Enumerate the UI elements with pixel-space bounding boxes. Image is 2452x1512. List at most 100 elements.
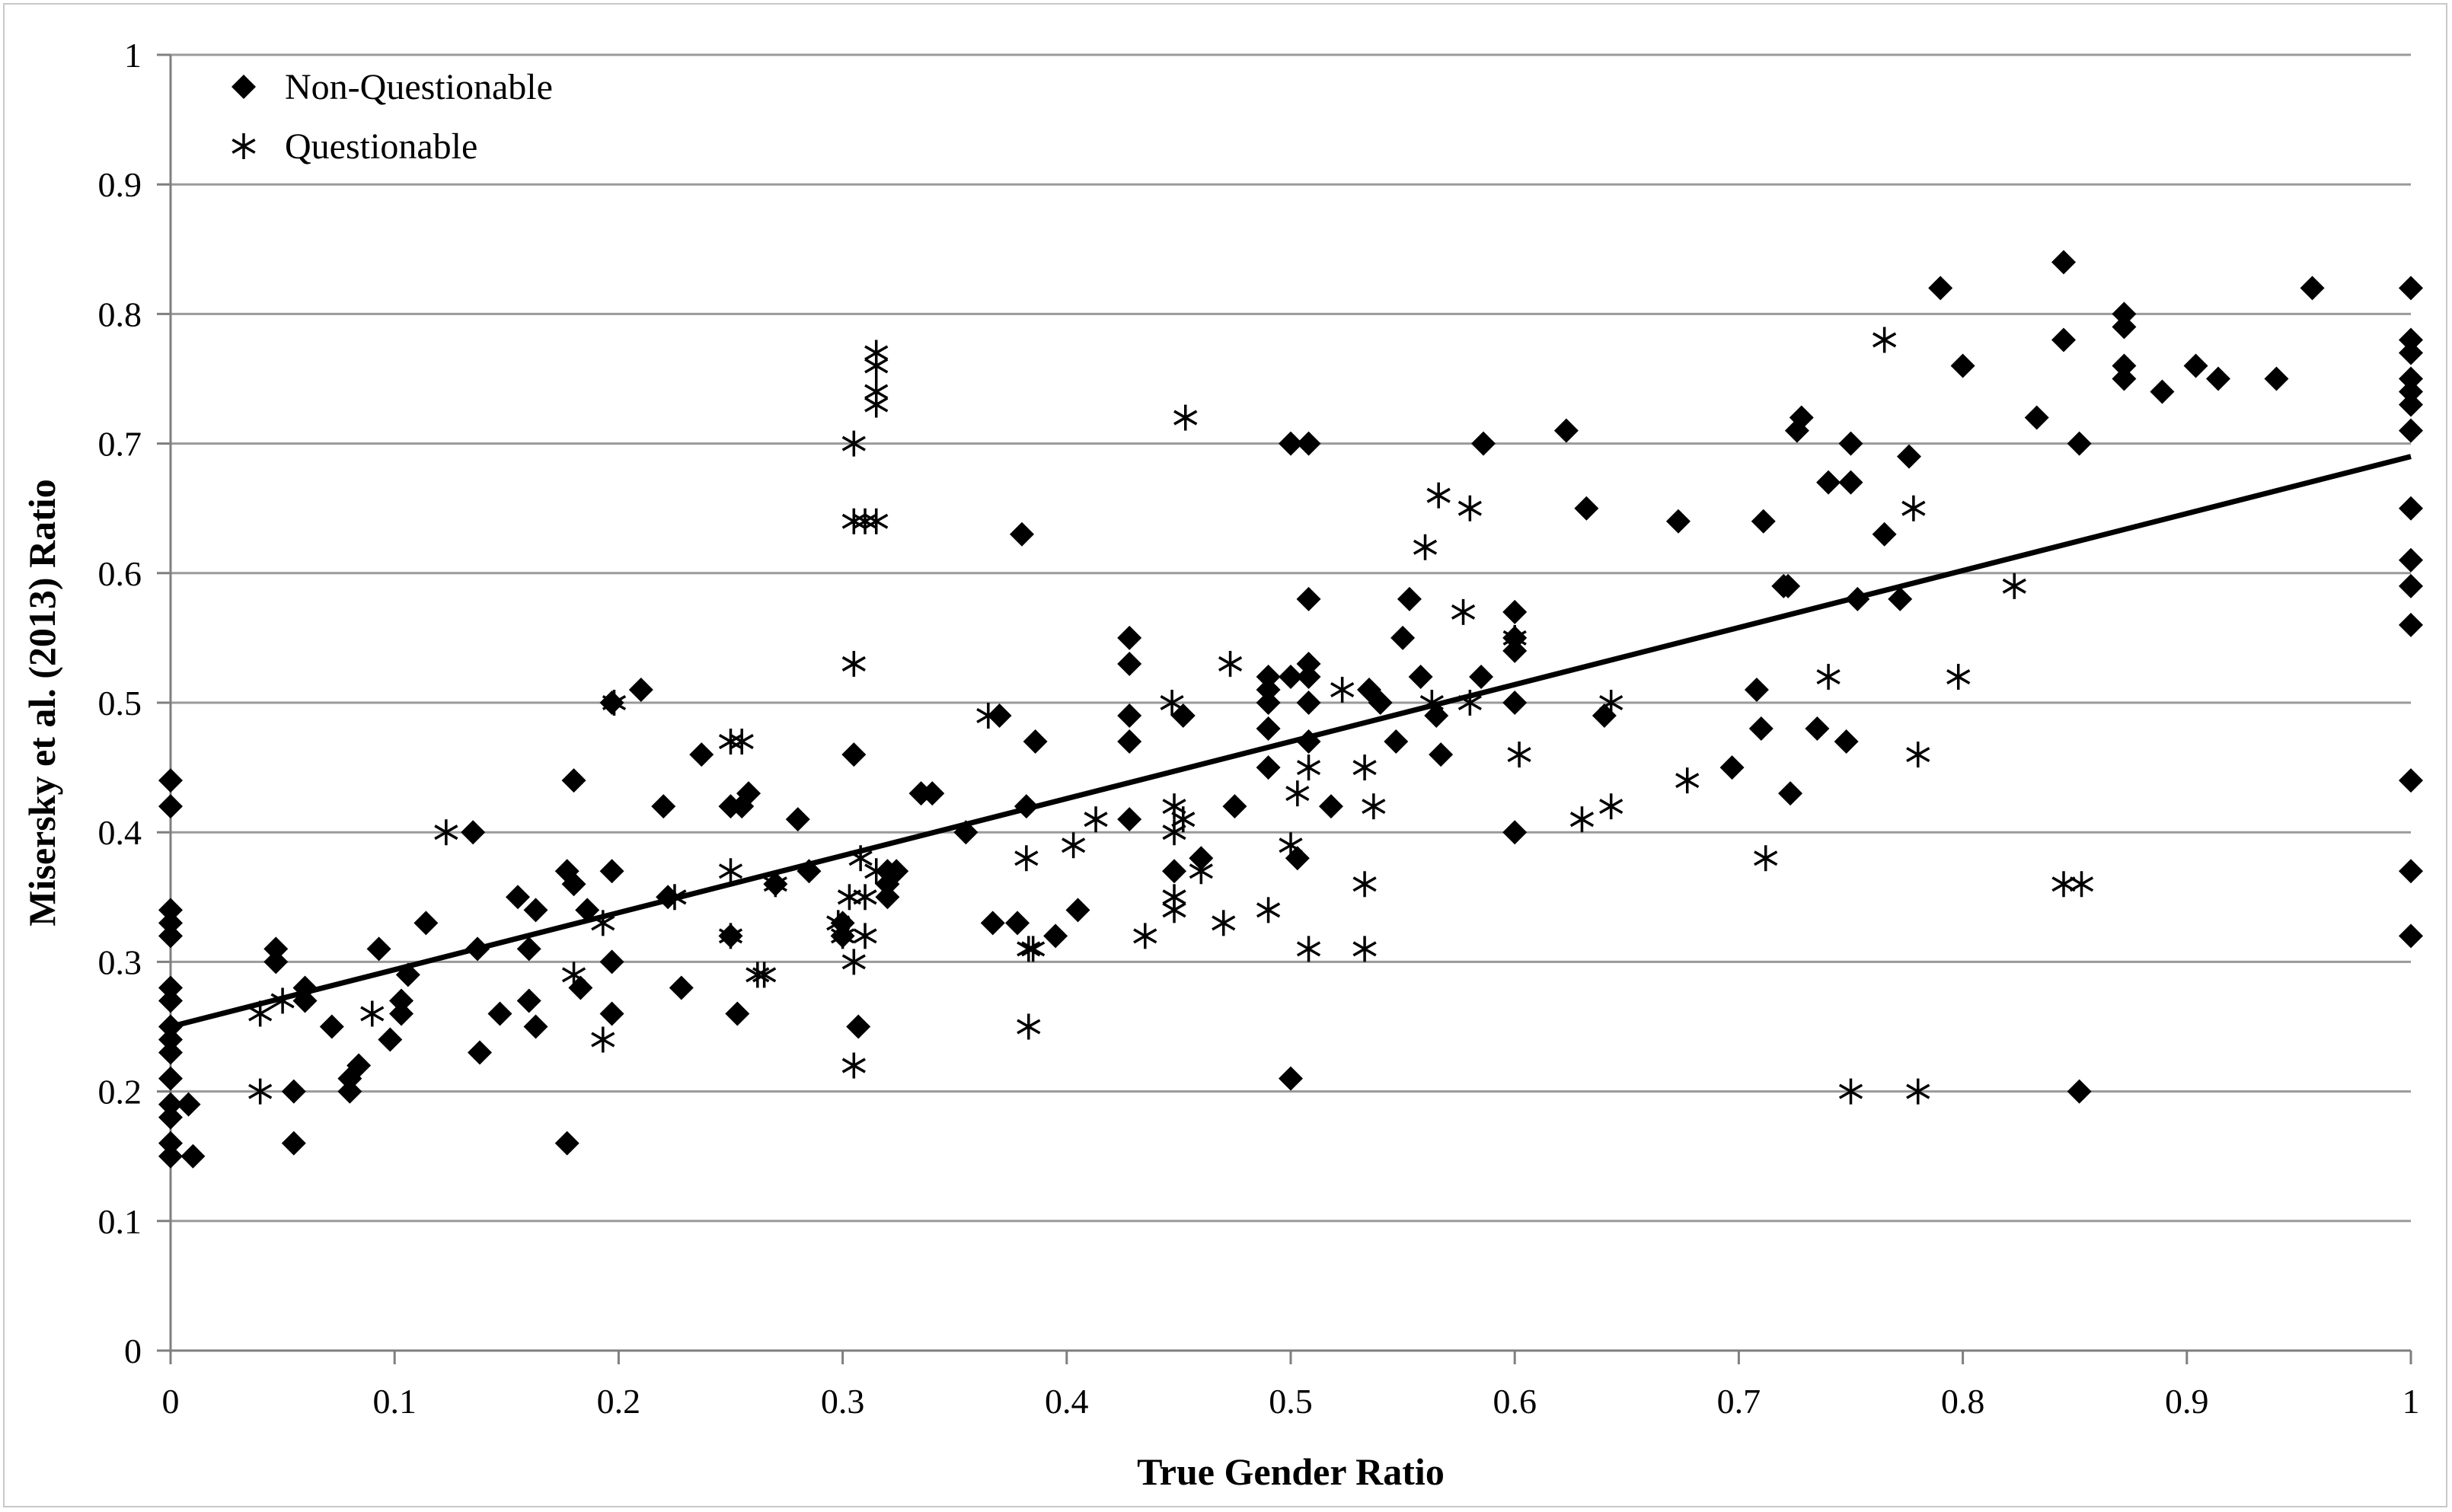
data-point-diamond [2264, 366, 2289, 391]
data-point-diamond [2112, 353, 2137, 378]
data-point-diamond [2399, 418, 2423, 443]
data-point-diamond [599, 859, 624, 884]
data-point-diamond [1896, 444, 1921, 469]
data-point-diamond [281, 1079, 306, 1104]
data-point-diamond [180, 1144, 206, 1169]
data-point-diamond [1748, 716, 1774, 742]
data-point-asterisk [1062, 832, 1086, 859]
asterisk-stroke [841, 513, 866, 529]
legend: Non-Questionable Questionable [231, 67, 553, 167]
data-point-diamond [2399, 547, 2423, 573]
data-point-diamond [2051, 250, 2076, 275]
data-point-asterisk [1413, 534, 1438, 560]
asterisk-stroke [853, 513, 877, 529]
data-point-asterisk [1754, 845, 1778, 872]
asterisk-stroke [864, 358, 889, 374]
data-point-diamond [1502, 638, 1528, 663]
data-point-diamond [2067, 1079, 2092, 1104]
data-point-diamond [1744, 677, 1769, 702]
data-point-diamond [1043, 923, 1068, 949]
data-point-diamond [875, 885, 900, 910]
data-point-diamond [1776, 573, 1801, 598]
data-point-diamond [1296, 431, 1321, 456]
data-point-diamond [1789, 405, 1814, 430]
diamond-marker-icon [231, 75, 256, 99]
chart-frame: 0 0.1 0.2 0.3 0.4 0.5 0.6 0.7 0.8 0.9 1 0 0.1 0.2 0.3… [3, 3, 2447, 1507]
asterisk-stroke [853, 928, 877, 944]
data-point-diamond [2150, 379, 2175, 404]
data-point-asterisk [864, 858, 889, 885]
data-point-asterisk [248, 1078, 273, 1105]
data-point-asterisk [730, 729, 754, 755]
data-point-asterisk [1451, 598, 1476, 625]
asterisk-stroke [591, 915, 615, 931]
asterisk-stroke [1838, 1083, 1863, 1099]
data-point-diamond [628, 677, 653, 702]
asterisk-stroke [1502, 630, 1527, 646]
data-point-diamond [599, 1001, 624, 1026]
data-point-diamond [263, 936, 289, 962]
y-tick-label: 0.1 [98, 1202, 142, 1241]
data-point-diamond [2399, 379, 2423, 404]
data-point-diamond [1117, 703, 1142, 729]
asterisk-stroke [1451, 604, 1476, 620]
asterisk-stroke [848, 850, 873, 866]
asterisk-stroke [1457, 500, 1482, 516]
asterisk-stroke [602, 694, 627, 711]
asterisk-stroke [1426, 487, 1451, 503]
data-point-asterisk [1189, 858, 1213, 885]
data-point-diamond [2112, 301, 2137, 327]
data-point-diamond [158, 988, 183, 1013]
data-point-diamond [1888, 586, 1913, 611]
asterisk-stroke [1675, 773, 1700, 789]
data-point-asterisk [434, 819, 458, 846]
y-axis-title: Misersky et al. (2013) Ratio [21, 479, 63, 926]
legend-label-non-questionable: Non-Questionable [285, 67, 553, 107]
data-point-asterisk [2051, 871, 2076, 898]
data-point-diamond [158, 1131, 183, 1156]
data-point-diamond [736, 781, 761, 806]
asterisk-stroke [752, 967, 777, 983]
data-point-diamond [561, 872, 586, 897]
x-tick-label: 0.5 [1269, 1382, 1313, 1421]
asterisk-stroke [1162, 889, 1186, 905]
trendline [170, 454, 2412, 1029]
data-point-diamond [1950, 353, 1975, 378]
data-point-diamond [1834, 729, 1859, 754]
data-point-asterisk [1133, 923, 1157, 949]
y-tick-label: 0.9 [98, 165, 142, 204]
asterisk-stroke [718, 863, 743, 879]
asterisk-stroke [2069, 876, 2094, 892]
asterisk-stroke [1816, 668, 1841, 684]
data-point-diamond [725, 1001, 750, 1026]
data-point-diamond [1279, 664, 1303, 689]
data-point-diamond [158, 911, 183, 936]
data-point-asterisk [1507, 742, 1531, 768]
data-point-diamond [1117, 651, 1142, 676]
data-point-diamond [1502, 820, 1528, 845]
data-point-diamond [158, 1027, 183, 1052]
asterisk-stroke [2002, 578, 2026, 594]
data-point-asterisk [752, 962, 777, 988]
data-point-diamond [176, 1092, 201, 1117]
data-point-diamond [651, 794, 676, 819]
asterisk-stroke [718, 928, 743, 944]
asterisk-stroke [763, 876, 787, 892]
data-point-diamond [516, 936, 541, 962]
data-point-diamond [1170, 703, 1196, 729]
asterisk-stroke [2051, 876, 2076, 892]
data-point-diamond [1805, 716, 1830, 742]
data-point-diamond [2399, 768, 2423, 793]
gridlines [171, 53, 2411, 1223]
data-point-diamond [158, 1066, 183, 1091]
data-point-diamond [1256, 755, 1281, 780]
y-tick-label: 0.4 [98, 813, 142, 852]
data-point-diamond [1574, 496, 1599, 521]
data-point-asterisk [1017, 936, 1041, 962]
data-point-diamond [1318, 794, 1343, 819]
data-point-diamond [158, 898, 183, 923]
data-point-diamond [987, 703, 1012, 729]
asterisk-stroke [1413, 539, 1438, 555]
asterisk-stroke [1084, 812, 1108, 828]
data-point-diamond [1838, 470, 1863, 495]
